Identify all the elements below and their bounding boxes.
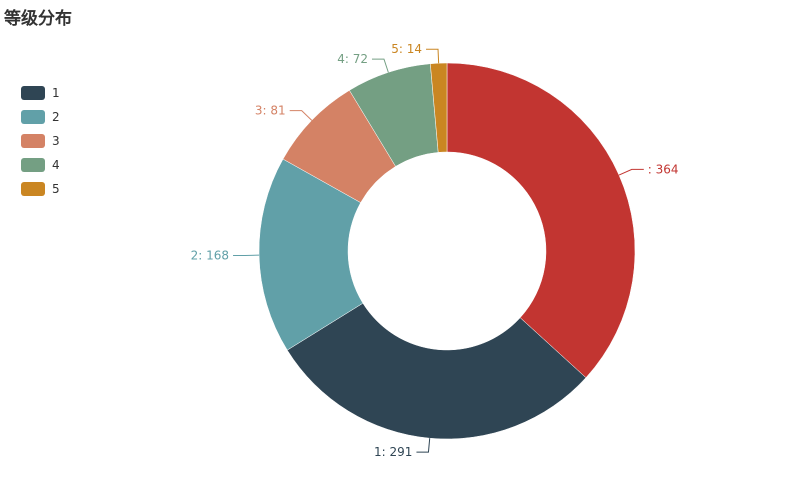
label-leader-line — [371, 58, 389, 73]
legend-label: 1 — [52, 86, 60, 100]
legend-label: 5 — [52, 182, 60, 196]
label-leader-line — [426, 48, 440, 64]
legend-label: 3 — [52, 134, 60, 148]
legend-swatch — [21, 158, 45, 172]
legend-label: 4 — [52, 158, 60, 172]
slice-label: 2: 168 — [191, 248, 229, 262]
slice-label: 3: 81 — [255, 104, 286, 118]
donut-slice-5[interactable] — [430, 62, 448, 153]
legend-item-4[interactable]: 4 — [21, 153, 60, 177]
legend-label: 2 — [52, 110, 60, 124]
legend-swatch — [21, 86, 45, 100]
legend-item-5[interactable]: 5 — [21, 177, 60, 201]
label-leader-line — [416, 438, 431, 453]
chart-title: 等级分布 — [4, 9, 72, 29]
slice-label: 1: 291 — [374, 445, 412, 459]
slice-label: : 364 — [648, 162, 679, 176]
legend-item-3[interactable]: 3 — [21, 129, 60, 153]
slice-label: 4: 72 — [337, 52, 368, 66]
legend-swatch — [21, 134, 45, 148]
legend-item-1[interactable]: 1 — [21, 81, 60, 105]
donut-slice-unnamed[interactable] — [446, 62, 636, 379]
legend-item-2[interactable]: 2 — [21, 105, 60, 129]
label-leader-line — [289, 110, 313, 121]
label-leader-line — [618, 168, 644, 176]
legend-swatch — [21, 110, 45, 124]
chart-legend: 1 2 3 4 5 — [21, 81, 60, 201]
donut-slice-1[interactable] — [286, 302, 587, 440]
legend-swatch — [21, 182, 45, 196]
slice-label: 5: 14 — [391, 42, 422, 56]
donut-slice-2[interactable] — [258, 158, 364, 351]
